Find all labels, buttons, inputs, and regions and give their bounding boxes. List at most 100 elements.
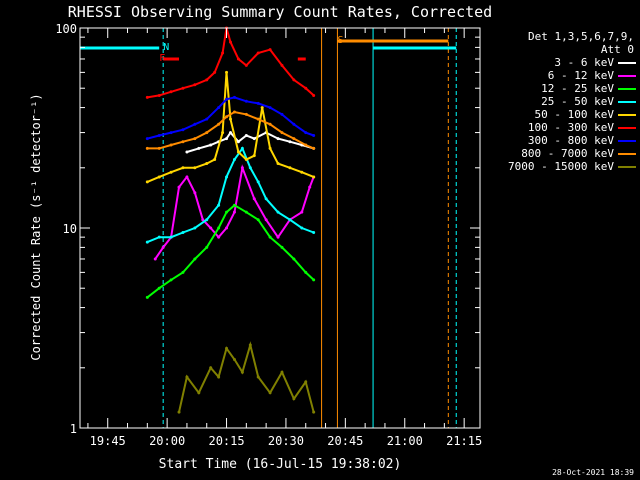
series-point-8-5 — [225, 346, 229, 350]
legend-item: 300 - 800 keV — [478, 134, 636, 147]
legend-item: 50 - 100 keV — [478, 108, 636, 121]
series-point-5-9 — [228, 40, 232, 44]
series-point-6-10 — [256, 101, 260, 105]
series-point-4-14 — [268, 146, 272, 150]
legend-label: 3 - 6 keV — [554, 56, 614, 69]
series-point-5-13 — [268, 48, 272, 52]
series-point-4-7 — [221, 131, 225, 135]
legend-label: 800 - 7000 keV — [521, 147, 614, 160]
series-point-2-7 — [225, 210, 229, 214]
series-point-8-6 — [232, 358, 236, 362]
legend-swatch — [618, 87, 636, 90]
legend-swatch — [618, 165, 636, 168]
series-line-4 — [146, 72, 315, 183]
annotation-f: F — [159, 53, 165, 64]
series-point-1-0 — [153, 257, 157, 261]
series-point-8-1 — [185, 375, 189, 379]
series-point-8-2 — [197, 391, 201, 395]
legend-item: 800 - 7000 keV — [478, 147, 636, 160]
series-point-4-8 — [225, 70, 229, 74]
series-point-3-5 — [205, 218, 209, 222]
legend: Det 1,3,5,6,7,9, Att 0 3 - 6 keV 6 - 12 k… — [478, 30, 636, 173]
legend-label: 6 - 12 keV — [547, 69, 614, 82]
series-point-8-8 — [248, 343, 252, 347]
series-line-7 — [147, 110, 315, 150]
x-tick-label: 20:15 — [208, 434, 244, 448]
series-point-6-8 — [232, 95, 236, 99]
legend-label: 50 - 100 keV — [534, 108, 614, 121]
series-point-7-4 — [193, 137, 197, 141]
series-point-6-11 — [268, 106, 272, 110]
series-point-0-2 — [209, 143, 213, 147]
series-point-5-16 — [304, 86, 308, 90]
series-point-2-14 — [304, 270, 308, 274]
series-line-2 — [146, 203, 315, 299]
series-point-5-5 — [205, 78, 209, 82]
series-point-0-7 — [244, 134, 248, 138]
series-point-0-5 — [228, 131, 232, 135]
series-point-5-12 — [256, 51, 260, 55]
series-point-2-5 — [205, 245, 209, 249]
series-point-5-3 — [181, 86, 185, 90]
series-point-7-13 — [292, 137, 296, 141]
legend-label: 25 - 50 keV — [541, 95, 614, 108]
legend-item: 6 - 12 keV — [478, 69, 636, 82]
series-point-4-9 — [228, 117, 232, 121]
series-point-3-6 — [217, 203, 221, 207]
series-point-1-8 — [217, 235, 221, 239]
series-point-7-9 — [244, 112, 248, 116]
series-point-3-16 — [312, 230, 316, 234]
legend-item: 100 - 300 keV — [478, 121, 636, 134]
legend-header-detectors: Det 1,3,5,6,7,9, — [528, 30, 634, 43]
legend-swatch — [618, 74, 636, 77]
series-point-8-13 — [304, 380, 308, 384]
series-point-4-1 — [157, 175, 161, 179]
series-point-6-6 — [217, 106, 221, 110]
legend-swatch — [618, 61, 636, 64]
series-point-2-2 — [169, 278, 173, 282]
series-point-6-5 — [205, 117, 209, 121]
series-point-7-12 — [280, 131, 284, 135]
series-point-3-12 — [264, 197, 268, 201]
series-point-4-12 — [252, 154, 256, 158]
series-point-7-6 — [217, 122, 221, 126]
series-point-4-11 — [244, 158, 248, 162]
series-point-7-7 — [225, 115, 229, 119]
legend-item: 25 - 50 keV — [478, 95, 636, 108]
series-point-7-2 — [169, 143, 173, 147]
legend-item: 7000 - 15000 keV — [478, 160, 636, 173]
series-point-1-1 — [161, 245, 165, 249]
series-point-6-0 — [145, 137, 149, 141]
y-axis-label: Corrected Count Rate (s⁻¹ detector⁻¹) — [29, 93, 43, 360]
series-point-6-13 — [292, 122, 296, 126]
series-point-8-0 — [177, 410, 181, 414]
series-point-3-4 — [193, 226, 197, 230]
series-point-6-9 — [244, 99, 248, 103]
legend-label: 300 - 800 keV — [527, 134, 614, 147]
x-tick-label: 19:45 — [90, 434, 126, 448]
series-point-0-6 — [236, 140, 240, 144]
legend-swatch — [618, 139, 636, 142]
series-point-8-10 — [268, 391, 272, 395]
series-point-8-9 — [256, 375, 260, 379]
series-point-5-1 — [157, 93, 161, 97]
series-point-4-5 — [205, 162, 209, 166]
series-line-6 — [147, 96, 315, 140]
plot-timestamp: 28-Oct-2021 18:39 — [552, 468, 634, 477]
series-point-5-0 — [145, 95, 149, 99]
series-point-1-5 — [193, 191, 197, 195]
series-point-5-10 — [236, 57, 240, 61]
annotation-n: N — [163, 42, 169, 53]
series-point-6-14 — [304, 131, 308, 135]
series-point-1-6 — [201, 218, 205, 222]
series-point-0-8 — [252, 137, 256, 141]
series-point-1-14 — [276, 235, 280, 239]
series-point-3-10 — [248, 166, 252, 170]
series-point-0-11 — [288, 140, 292, 144]
legend-header-attenuator: Att 0 — [600, 43, 634, 56]
series-point-8-7 — [240, 370, 244, 374]
series-line-5 — [147, 27, 315, 99]
y-tick-label: 100 — [55, 22, 77, 36]
plot-frame — [79, 27, 481, 429]
